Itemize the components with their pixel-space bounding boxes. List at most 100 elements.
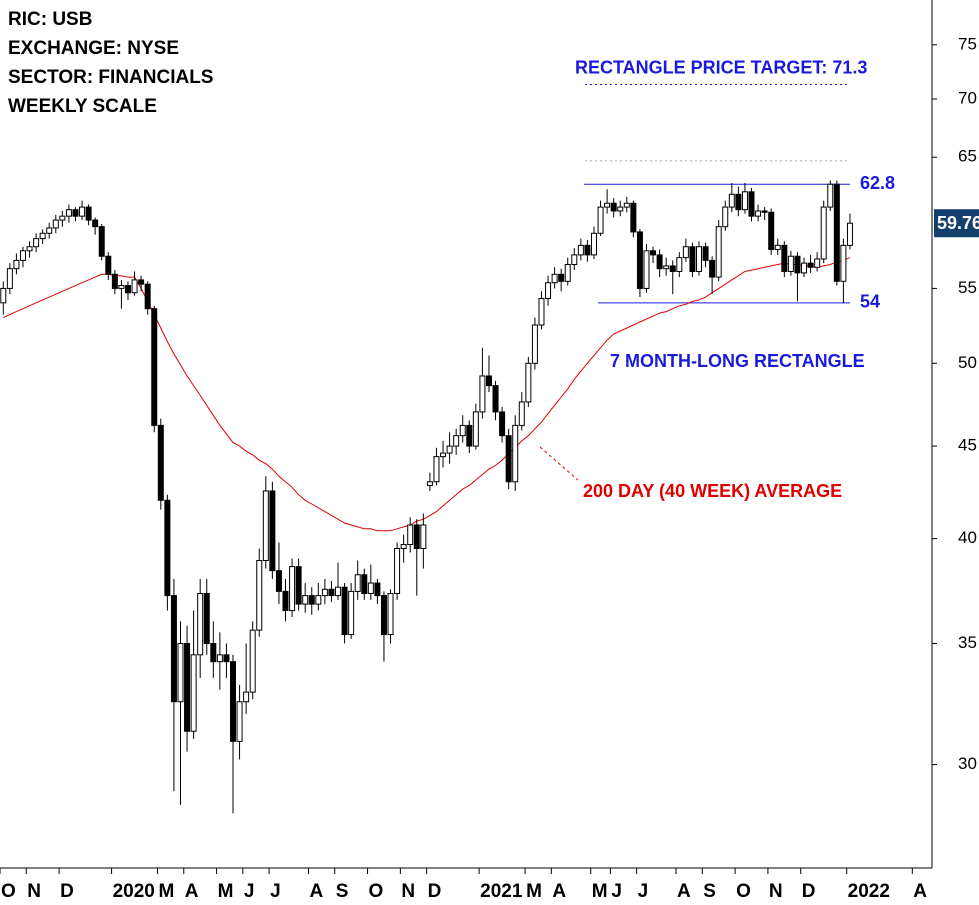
candle-body <box>669 265 676 272</box>
level-label: 54 <box>860 292 880 312</box>
candle-body <box>466 424 473 447</box>
candle-body <box>131 279 138 294</box>
candle-body <box>164 499 171 597</box>
x-tick-label: M <box>592 881 608 902</box>
candle-body <box>124 285 131 294</box>
candle-body <box>650 250 657 256</box>
x-tick-label: O <box>736 881 751 902</box>
candle-body <box>348 590 355 636</box>
x-tick-label: 2021 <box>480 881 523 902</box>
candle-body <box>111 273 118 289</box>
candle-body <box>315 595 322 605</box>
candle-body <box>138 279 145 285</box>
candle-body <box>840 244 847 282</box>
x-tick-label: D <box>60 881 74 902</box>
candle-body <box>833 183 840 282</box>
candle-body <box>400 544 407 549</box>
note: SECTOR: FINANCIALS <box>8 67 213 88</box>
candle-body <box>184 643 191 732</box>
last-price-box <box>934 209 979 238</box>
candle-body <box>512 424 519 483</box>
x-tick-label: A <box>677 881 691 902</box>
candle-body <box>571 254 578 266</box>
candle-body <box>269 490 276 572</box>
candle-body <box>413 524 420 549</box>
candle-body <box>230 661 236 742</box>
x-tick-label: N <box>769 881 783 902</box>
candle-body <box>190 654 197 732</box>
candle-body <box>643 250 650 289</box>
candle-body <box>446 445 453 454</box>
candle-body <box>735 193 742 211</box>
candle-body <box>19 250 26 261</box>
y-tick-label: 45 <box>958 436 977 455</box>
x-tick-label: O <box>369 881 384 902</box>
candle-body <box>689 246 696 272</box>
candle-body <box>787 255 794 272</box>
candle-body <box>801 262 808 274</box>
candle-body <box>538 297 545 326</box>
x-tick-label: S <box>336 881 349 902</box>
x-tick-label: J <box>611 881 622 902</box>
candle-body <box>295 566 302 605</box>
x-tick-label: D <box>802 881 816 902</box>
y-tick-label: 30 <box>958 754 977 773</box>
x-tick-label: S <box>703 881 716 902</box>
y-tick-label: 35 <box>958 633 977 652</box>
candle-body <box>433 456 440 483</box>
candle-body <box>380 595 387 636</box>
y-tick-label: 75 <box>958 34 977 53</box>
pattern-label: 7 MONTH-LONG RECTANGLE <box>610 351 865 371</box>
candle-body <box>256 560 263 631</box>
candle-body <box>479 375 486 413</box>
candle-body <box>275 570 282 592</box>
candle-body <box>144 283 151 310</box>
candle-body <box>584 244 591 256</box>
candle-body <box>170 595 177 703</box>
candle-body <box>531 324 538 364</box>
candle-body <box>151 308 158 426</box>
x-tick-label: 2020 <box>113 881 155 902</box>
candle-body <box>262 490 269 562</box>
candle-body <box>820 206 827 260</box>
candle-body <box>203 593 210 645</box>
candle-body <box>210 643 217 663</box>
candle-body <box>682 246 689 259</box>
x-tick-label: A <box>309 881 323 902</box>
candle-body <box>302 595 309 605</box>
candle-body <box>33 238 40 248</box>
candle-body <box>558 273 565 282</box>
note: EXCHANGE: NYSE <box>8 38 179 59</box>
candle-body <box>709 259 716 278</box>
candle-body <box>577 244 584 256</box>
candle-body <box>551 273 558 284</box>
candle-body <box>79 206 86 217</box>
candle-body <box>85 206 92 221</box>
candle-body <box>492 385 499 413</box>
notes: RIC: USB EXCHANGE: NYSE SECTOR: FINANCIA… <box>8 9 213 117</box>
y-tick-label: 70 <box>958 88 977 107</box>
x-tick-label: J <box>638 881 649 902</box>
note: WEEKLY SCALE <box>8 96 157 117</box>
candle-body <box>6 268 13 289</box>
candle-body <box>426 481 433 486</box>
candle-body <box>453 435 460 447</box>
y-tick-label: 50 <box>958 353 977 372</box>
candle-body <box>98 226 105 257</box>
candle-body <box>118 285 125 289</box>
candle-body <box>177 643 184 703</box>
candle-body <box>696 246 702 272</box>
y-tick-label: 40 <box>958 528 977 547</box>
candle-body <box>505 435 512 483</box>
candle-body <box>157 424 164 501</box>
candle-body <box>715 226 722 278</box>
x-tick-label: N <box>401 881 415 902</box>
note: RIC: USB <box>8 9 92 30</box>
candle-body <box>814 258 821 268</box>
level-label: RECTANGLE PRICE TARGET: 71.3 <box>575 57 867 77</box>
candle-body <box>518 401 525 426</box>
candle-body <box>308 595 315 605</box>
candle-body <box>394 547 401 595</box>
candle-body <box>0 287 7 304</box>
candle-body <box>525 362 532 403</box>
